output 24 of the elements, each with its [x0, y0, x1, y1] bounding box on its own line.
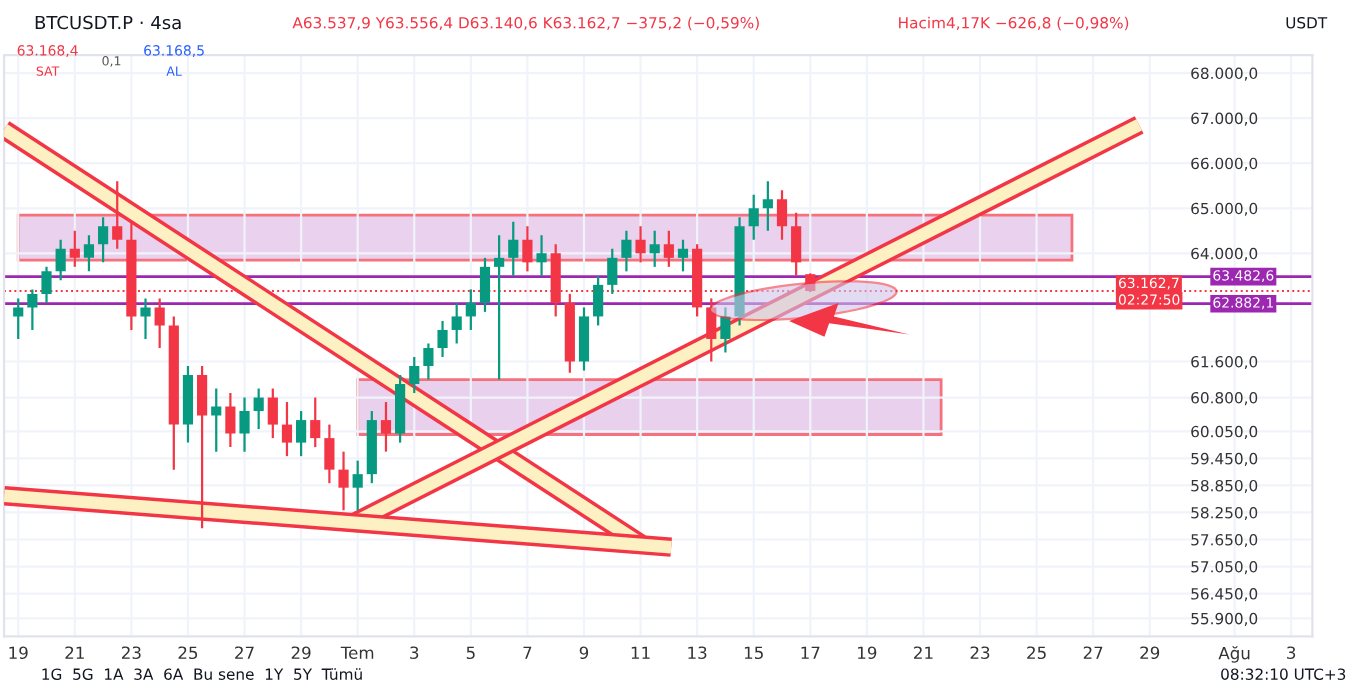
- x-tick-label: 5: [466, 646, 475, 660]
- x-tick-label: 29: [1140, 646, 1160, 660]
- x-tick-label: 3: [410, 646, 419, 660]
- x-tick-label: 23: [970, 646, 990, 660]
- x-tick-label: 25: [1027, 646, 1046, 660]
- x-tick-label: 13: [688, 646, 707, 660]
- x-tick-label: 27: [1083, 646, 1103, 659]
- chart-title: BTCUSDT.P · 4sa: [35, 15, 181, 30]
- x-tick-label: 7: [523, 646, 532, 659]
- x-tick-label: Ağu: [1218, 646, 1250, 663]
- x-tick-label: 9: [579, 646, 589, 660]
- x-tick-label: 19: [858, 646, 877, 660]
- x-tick-label: Tem: [340, 646, 374, 660]
- x-tick-label: 27: [235, 646, 254, 659]
- x-tick-label: 15: [744, 646, 763, 660]
- x-tick-label: 21: [65, 646, 84, 659]
- x-tick-label: 3: [1287, 646, 1296, 660]
- x-tick-label: 19: [9, 646, 28, 660]
- x-tick-label: 25: [178, 646, 198, 660]
- x-tick-label: 11: [631, 646, 650, 659]
- x-tick-label: 17: [801, 646, 820, 659]
- x-tick-label: 23: [121, 646, 141, 660]
- x-tick-label: 21: [914, 646, 933, 659]
- x-tick-label: 29: [291, 646, 311, 660]
